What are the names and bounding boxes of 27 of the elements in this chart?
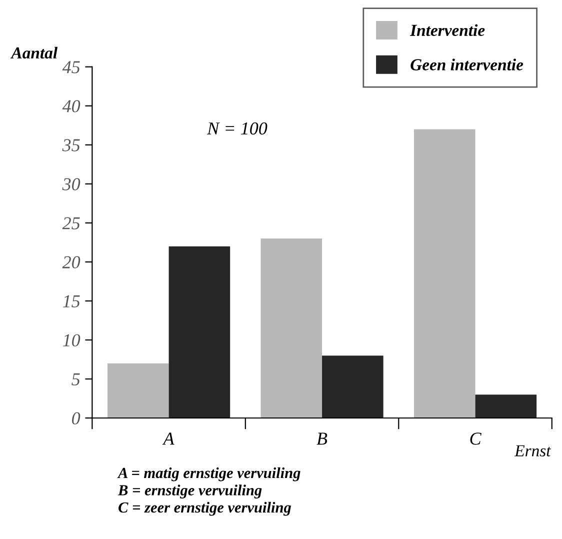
y-tick-label: 35 [62,139,80,152]
x-tick-label: C [470,432,482,445]
legend-label: Geen interventie [410,58,524,70]
y-tick-label: 20 [62,256,80,268]
y-tick-label: 30 [62,178,80,190]
y-tick-label: 45 [62,61,80,74]
y-tick-label: 15 [62,295,80,308]
x-tick-label: A [162,432,174,445]
text: B = ernstige vervuiling [118,484,262,498]
y-tick-label: 0 [72,412,80,424]
text: A = matig ernstige vervuiling [117,467,300,482]
x-axis-title: Ernst [514,445,552,456]
legend-label: Interventie [410,24,485,36]
text: C = zeer ernstige vervuiling [118,502,291,516]
bar [322,356,384,418]
y-tick-label: 25 [62,217,80,230]
bar [475,394,537,418]
bar [107,363,169,418]
y-tick-label: 10 [62,334,80,346]
bar [260,238,322,418]
x-tick-label: B [316,432,328,445]
bar [168,246,230,418]
y-tick-label: 5 [72,373,80,386]
y-axis-title: Aantal [10,46,58,59]
y-tick-label: 40 [62,100,80,112]
bar [414,129,476,418]
annotation: N = 100 [206,122,268,135]
